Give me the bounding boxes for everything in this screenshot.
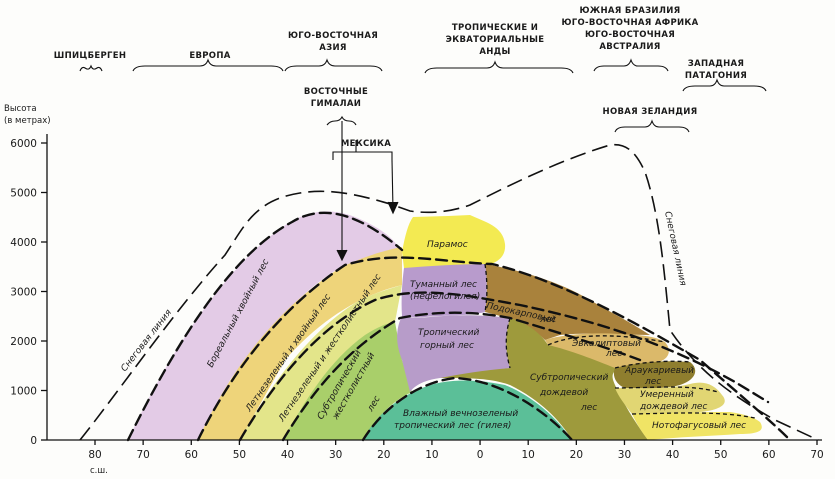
- region-new-zealand: НОВАЯ ЗЕЛАНДИЯ: [603, 107, 698, 117]
- lowland-rain-forest-area: [363, 380, 572, 440]
- y-tick-label: 0: [30, 435, 37, 447]
- araucaria-forest-area: [613, 361, 696, 389]
- boreal-forest-area: [128, 211, 402, 440]
- temperate-rain-forest-area: [615, 382, 725, 414]
- x-tick-label: 80: [88, 449, 101, 461]
- cloud-forest-label-2: (нефелогилея): [410, 292, 480, 302]
- araucaria-label-2: лес: [644, 377, 661, 387]
- eucalyptus-label-1: Эвкалиптовый: [571, 339, 641, 349]
- podocarpus-forest-area: [485, 264, 650, 340]
- inner-boundaries: [484, 263, 756, 419]
- region-se-asia-1: ЮГО-ВОСТОЧНАЯ: [288, 31, 378, 41]
- region-andes-2: ЭКВАТОРИАЛЬНЫЕ: [446, 35, 545, 45]
- region-spitsbergen: ШПИЦБЕРГЕН: [54, 51, 126, 61]
- subtropical-rain-label-2: дождевой: [539, 388, 588, 398]
- paramo-label: Парамос: [427, 240, 468, 250]
- snow-line-right-label: Снеговая линия: [662, 211, 688, 288]
- x-tick-label: 10: [425, 449, 438, 461]
- snow-line-left-label: Снеговая линия: [119, 308, 174, 374]
- region-europe: ЕВРОПА: [189, 51, 230, 61]
- x-hemisphere-label: с.ш.: [90, 466, 108, 476]
- region-patagonia-2: ПАТАГОНИЯ: [685, 71, 747, 81]
- lowland-rain-label-1: Влажный вечнозеленый: [403, 409, 518, 419]
- belt-boundary-2: [238, 291, 770, 442]
- x-tick-label: 20: [377, 449, 390, 461]
- subtropical-rain-forest-area: [440, 318, 648, 440]
- tropical-montane-forest-area: [397, 315, 510, 392]
- region-south-2: ЮГО-ВОСТОЧНАЯ АФРИКА: [561, 18, 698, 28]
- subtropical-rain-label-3: лес: [580, 403, 597, 413]
- podocarpus-label-2: лес: [539, 315, 556, 325]
- temperate-rain-label-1: Умеренный: [640, 390, 694, 400]
- x-tick-label: 40: [281, 449, 294, 461]
- x-tick-labels: 80 70 60 50 40 30 20 10 0 10 20 30 40 50 60 70: [88, 449, 823, 461]
- x-tick-label: 70: [810, 449, 823, 461]
- lowland-forest-boundary: [361, 376, 574, 442]
- x-tick-label: 30: [618, 449, 631, 461]
- y-axis-title: Высота: [4, 104, 37, 114]
- summer-green-conifer-area: [198, 247, 402, 440]
- x-tick-label: 40: [666, 449, 679, 461]
- x-tick-label: 0: [477, 449, 484, 461]
- x-tick-label: 60: [185, 449, 198, 461]
- y-tick-label: 5000: [10, 188, 37, 200]
- region-south-3: ЮГО-ВОСТОЧНАЯ: [585, 30, 675, 40]
- axes: [41, 134, 822, 445]
- tropical-montane-label-2: горный лес: [420, 341, 474, 351]
- region-south-1: ЮЖНАЯ БРАЗИЛИЯ: [580, 6, 681, 16]
- belt-boundary-1: [196, 256, 792, 442]
- x-tick-label: 20: [570, 449, 583, 461]
- mexico-arrow: [391, 159, 394, 211]
- cloud-forest-label-1: Туманный лес: [410, 280, 477, 290]
- paramo-area: [402, 215, 506, 271]
- y-tick-label: 1000: [10, 386, 37, 398]
- y-tick-label: 3000: [10, 287, 37, 299]
- x-tick-label: 60: [762, 449, 775, 461]
- y-tick-label: 6000: [10, 138, 37, 150]
- cloud-forest-area: [401, 264, 487, 318]
- x-tick-label: 30: [329, 449, 342, 461]
- y-axis-unit: (в метрах): [4, 116, 51, 126]
- region-himalaya-2: ГИМАЛАИ: [311, 99, 361, 109]
- eucalyptus-label-2: лес: [605, 349, 622, 359]
- summer-green-sclerophyll-area: [240, 285, 402, 440]
- belt-boundary-3: [281, 311, 642, 442]
- snow-line: [79, 143, 819, 441]
- region-mexico: МЕКСИКА: [341, 139, 391, 149]
- y-tick-label: 4000: [10, 237, 37, 249]
- region-patagonia-1: ЗАПАДНАЯ: [688, 59, 745, 69]
- region-himalaya-1: ВОСТОЧНЫЕ: [304, 87, 368, 97]
- vegetation-belts: [128, 211, 762, 440]
- subtropical-sclerophyll-area: [283, 322, 412, 440]
- temperate-rain-label-2: дождевой лес: [639, 402, 707, 412]
- region-brackets: [79, 58, 767, 262]
- region-south-4: АВСТРАЛИЯ: [599, 42, 660, 52]
- region-andes-1: ТРОПИЧЕСКИЕ И: [452, 23, 538, 33]
- zone-boundaries: [126, 211, 792, 442]
- region-labels: ШПИЦБЕРГЕН ЕВРОПА ЮГО-ВОСТОЧНАЯ АЗИЯ ТРО…: [54, 6, 747, 149]
- x-tick-label: 10: [522, 449, 535, 461]
- upper-tree-line: [126, 211, 404, 442]
- region-se-asia-2: АЗИЯ: [319, 43, 346, 53]
- subtropical-rain-label-1: Субтропический: [530, 373, 608, 383]
- lowland-rain-label-2: тропический лес (гилея): [394, 421, 511, 431]
- x-tick-label: 50: [233, 449, 246, 461]
- region-andes-3: АНДЫ: [479, 47, 510, 57]
- tropical-montane-label-1: Тропический: [418, 328, 480, 338]
- y-tick-label: 2000: [10, 336, 37, 348]
- nothofagus-forest-area: [632, 412, 762, 440]
- x-tick-label: 70: [136, 449, 149, 461]
- araucaria-label-1: Араукариевый: [624, 366, 694, 376]
- y-tick-labels: 6000 5000 4000 3000 2000 1000 0: [10, 138, 37, 447]
- nothofagus-label: Нотофагусовый лес: [652, 421, 746, 431]
- x-tick-label: 50: [714, 449, 727, 461]
- mexico-bracket: [332, 151, 393, 160]
